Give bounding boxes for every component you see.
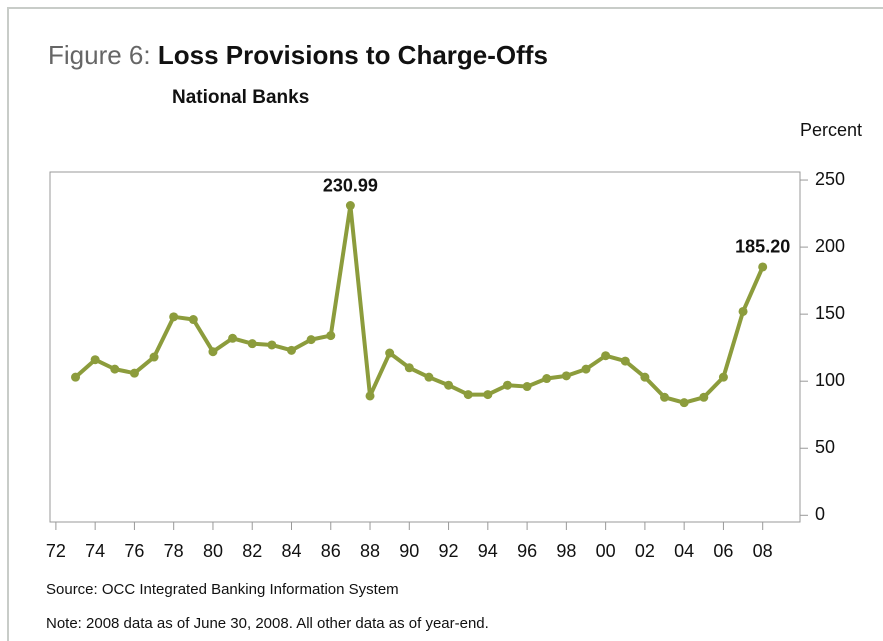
x-tick-label: 90 xyxy=(399,541,419,561)
point xyxy=(502,380,512,390)
point xyxy=(561,371,571,381)
point xyxy=(404,363,414,373)
x-tick-label: 00 xyxy=(596,541,616,561)
point xyxy=(738,306,748,316)
point xyxy=(758,262,768,272)
y-tick-label: 0 xyxy=(815,504,825,524)
subtitle: National Banks xyxy=(172,87,309,108)
point xyxy=(71,372,81,382)
point xyxy=(228,333,238,343)
point xyxy=(385,348,395,358)
point xyxy=(718,372,728,382)
point xyxy=(286,345,296,355)
point xyxy=(699,392,709,402)
point xyxy=(620,356,630,366)
point xyxy=(542,374,552,384)
point xyxy=(129,368,139,378)
point xyxy=(306,335,316,345)
x-tick-label: 94 xyxy=(478,541,498,561)
point xyxy=(208,347,218,357)
x-tick-label: 96 xyxy=(517,541,537,561)
plot-frame xyxy=(49,171,801,523)
x-tick-label: 76 xyxy=(124,541,144,561)
x-tick-label: 80 xyxy=(203,541,223,561)
point xyxy=(345,201,355,211)
x-tick-label: 84 xyxy=(281,541,301,561)
y-tick-label: 250 xyxy=(815,169,845,189)
point xyxy=(110,364,120,374)
x-tick-label: 02 xyxy=(635,541,655,561)
point xyxy=(247,339,257,349)
x-tick-label: 98 xyxy=(556,541,576,561)
point xyxy=(444,380,454,390)
x-tick-label: 78 xyxy=(164,541,184,561)
point xyxy=(679,398,689,408)
x-tick-label: 06 xyxy=(713,541,733,561)
point xyxy=(463,390,473,400)
x-tick-label: 82 xyxy=(242,541,262,561)
x-tick-label: 92 xyxy=(439,541,459,561)
y-tick-label: 50 xyxy=(815,437,835,457)
frame xyxy=(7,7,883,641)
point xyxy=(169,312,179,322)
point xyxy=(601,351,611,361)
x-tick-label: 88 xyxy=(360,541,380,561)
line xyxy=(74,203,765,405)
point xyxy=(640,372,650,382)
point xyxy=(581,364,591,374)
figure-label: Figure 6: xyxy=(48,40,151,70)
x-tick-label: 72 xyxy=(46,541,66,561)
x-tick-label: 04 xyxy=(674,541,694,561)
point xyxy=(483,390,493,400)
x-tick-label: 74 xyxy=(85,541,105,561)
x-tick-label: 86 xyxy=(321,541,341,561)
point xyxy=(326,331,336,341)
source: Source: OCC Integrated Banking Informati… xyxy=(46,581,399,598)
point xyxy=(660,392,670,402)
point xyxy=(90,355,100,365)
note: Note: 2008 data as of June 30, 2008. All… xyxy=(46,615,489,632)
point xyxy=(267,340,277,350)
y-axis-label: Percent xyxy=(800,120,862,140)
chart-title: Loss Provisions to Charge-Offs xyxy=(158,40,548,70)
point xyxy=(188,315,198,325)
point xyxy=(424,372,434,382)
value-label: 230.99 xyxy=(323,175,378,195)
x-tick-label: 08 xyxy=(753,541,773,561)
point xyxy=(149,352,159,362)
title-line: Figure 6: Loss Provisions to Charge-Offs xyxy=(48,40,548,70)
point xyxy=(365,391,375,401)
point xyxy=(522,382,532,392)
y-tick-label: 150 xyxy=(815,303,845,323)
y-tick-label: 200 xyxy=(815,236,845,256)
value-label: 185.20 xyxy=(735,237,790,257)
y-tick-label: 100 xyxy=(815,370,845,390)
